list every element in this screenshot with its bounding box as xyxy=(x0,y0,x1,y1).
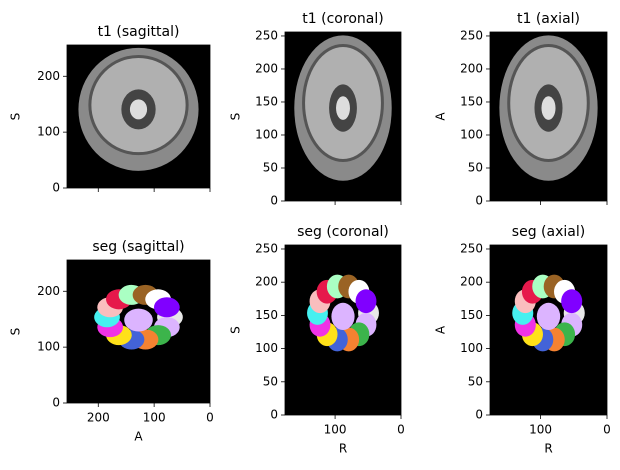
y-axis-label: A xyxy=(434,325,448,334)
image-content xyxy=(512,274,585,352)
y-tick-label: 0 xyxy=(475,408,483,422)
y-tick-label: 0 xyxy=(475,194,483,208)
inner-light xyxy=(541,96,556,120)
y-axis-label: A xyxy=(434,112,448,121)
y-axis-label: S xyxy=(9,328,23,336)
axes-frame xyxy=(489,244,608,416)
x-tick-label: 100 xyxy=(529,423,552,437)
segment-center xyxy=(536,302,561,330)
y-tick-label: 150 xyxy=(255,94,278,108)
inner-light xyxy=(336,96,350,120)
x-tick-label: 100 xyxy=(143,411,166,425)
y-tick-label: 200 xyxy=(37,284,60,298)
axes-frame xyxy=(66,259,211,404)
y-axis-label: S xyxy=(229,326,243,334)
x-axis-label: A xyxy=(134,430,143,444)
panel-title: t1 (axial) xyxy=(517,11,580,27)
y-tick-label: 200 xyxy=(255,275,278,289)
y-tick-label: 100 xyxy=(255,341,278,355)
axes-frame xyxy=(284,31,402,202)
image-content xyxy=(294,35,392,181)
y-tick-label: 200 xyxy=(255,61,278,75)
panel-title: seg (coronal) xyxy=(297,224,389,240)
axes-frame xyxy=(489,31,608,202)
y-tick-label: 0 xyxy=(52,396,60,410)
x-tick-label: 0 xyxy=(603,423,611,437)
x-axis-label: R xyxy=(544,442,552,456)
x-tick-label: 0 xyxy=(397,423,405,437)
y-tick-label: 0 xyxy=(52,181,60,195)
y-tick-label: 100 xyxy=(460,341,483,355)
x-tick-label: 200 xyxy=(87,411,110,425)
y-tick-label: 250 xyxy=(460,241,483,255)
y-tick-label: 250 xyxy=(255,28,278,42)
y-tick-label: 0 xyxy=(270,408,278,422)
y-tick-label: 200 xyxy=(460,275,483,289)
y-tick-label: 250 xyxy=(460,28,483,42)
segment xyxy=(355,289,377,314)
y-axis-label: S xyxy=(229,113,243,121)
segment xyxy=(561,289,583,314)
y-tick-label: 150 xyxy=(460,94,483,108)
segment-center xyxy=(124,308,153,332)
y-tick-label: 50 xyxy=(468,374,483,388)
x-axis-label: R xyxy=(339,442,347,456)
image-content xyxy=(499,35,598,181)
y-tick-label: 100 xyxy=(37,340,60,354)
axes-frame xyxy=(284,244,402,416)
y-tick-label: 50 xyxy=(263,374,278,388)
x-tick-label: 100 xyxy=(324,423,347,437)
y-tick-label: 50 xyxy=(263,160,278,174)
image-content xyxy=(78,47,199,171)
panel-title: t1 (coronal) xyxy=(302,11,383,27)
y-tick-label: 100 xyxy=(37,125,60,139)
segment xyxy=(153,297,180,318)
axes-frame xyxy=(66,44,211,189)
panel-title: t1 (sagittal) xyxy=(98,24,180,40)
image-content xyxy=(94,284,183,350)
inner-light xyxy=(129,99,148,120)
y-axis-label: S xyxy=(9,113,23,121)
y-tick-label: 200 xyxy=(460,61,483,75)
y-tick-label: 150 xyxy=(255,308,278,322)
image-content xyxy=(307,274,379,352)
y-tick-label: 150 xyxy=(460,308,483,322)
segment-center xyxy=(331,302,355,330)
y-tick-label: 0 xyxy=(270,194,278,208)
y-tick-label: 250 xyxy=(255,241,278,255)
panel-title: seg (axial) xyxy=(512,224,585,240)
y-tick-label: 100 xyxy=(255,127,278,141)
y-tick-label: 50 xyxy=(468,160,483,174)
y-tick-label: 200 xyxy=(37,69,60,83)
panel-title: seg (sagittal) xyxy=(92,239,184,255)
y-tick-label: 100 xyxy=(460,127,483,141)
x-tick-label: 0 xyxy=(206,411,214,425)
